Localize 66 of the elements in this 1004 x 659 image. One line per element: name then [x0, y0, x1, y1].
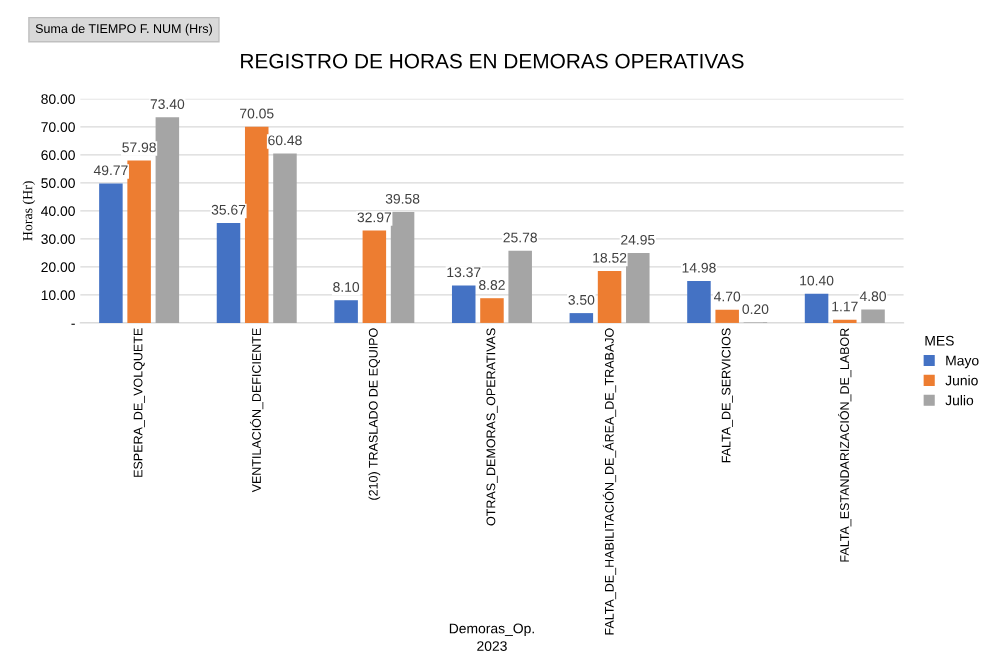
y-tick-label: 30.00 [41, 234, 75, 245]
bar [390, 212, 415, 323]
x-tick-label: FALTA_DE_HABILITACIÓN_DE_ÁREA_DE_TRABAJO [602, 328, 617, 635]
legend-label: Julio [945, 395, 974, 406]
text: Suma de TIEMPO F. NUM (Hrs) [35, 23, 212, 36]
y-tick-label: 50.00 [41, 178, 75, 189]
data-label: 25.78 [503, 232, 537, 243]
bar [451, 285, 476, 323]
data-label: 39.58 [385, 193, 420, 204]
bar [362, 230, 387, 323]
bar [804, 293, 829, 323]
chart-title: REGISTRO DE HORAS EN DEMORAS OPERATIVAS [241, 53, 744, 69]
bar [480, 298, 504, 323]
data-label: 8.82 [479, 280, 505, 290]
x-tick-label: (210) TRASLADO DE EQUIPO [368, 328, 381, 500]
bar [833, 319, 857, 323]
data-label: 0.20 [742, 304, 769, 315]
data-label: 70.05 [240, 108, 274, 119]
data-label: 73.40 [150, 99, 185, 110]
legend-title: MES [925, 335, 954, 346]
data-label: 24.95 [621, 234, 655, 245]
y-tick-label: - [71, 323, 75, 325]
legend-label: Mayo [946, 355, 979, 369]
data-label: 32.97 [357, 212, 392, 223]
data-label: 3.50 [568, 294, 595, 305]
data-label: 4.70 [713, 291, 741, 302]
data-label: 57.98 [122, 142, 156, 153]
y-tick-label: 70.00 [41, 122, 75, 133]
x-axis-title: Demoras_Op. [449, 623, 534, 637]
bar [687, 280, 711, 323]
data-label: 60.48 [268, 135, 302, 146]
bar [127, 160, 151, 323]
bar [99, 183, 123, 323]
y-tick-label: 60.00 [41, 150, 75, 161]
bar [155, 117, 180, 323]
bar [569, 313, 594, 323]
bar [861, 309, 885, 323]
x-tick-label: ESPERA_DE_VOLQUETE [133, 328, 145, 477]
x-tick-label: VENTILACIÓN_DEFICIENTE [249, 328, 264, 493]
data-label: 18.52 [593, 252, 627, 263]
data-label: 35.67 [211, 204, 246, 215]
bar [626, 253, 650, 323]
data-label: 49.77 [93, 165, 128, 176]
legend-label: Junio [945, 375, 978, 386]
data-label: 1.17 [832, 301, 858, 312]
data-label: 14.98 [682, 262, 716, 273]
bar [216, 223, 241, 323]
y-axis-title: Horas (Hr) [22, 181, 36, 241]
bar [715, 309, 739, 323]
y-tick-label: 20.00 [41, 262, 75, 273]
x-tick-label: FALTA_ESTANDARIZACIÓN_DE_LABOR [838, 328, 852, 562]
data-label: 4.80 [859, 291, 886, 302]
bar [273, 153, 297, 323]
data-label: 8.10 [333, 282, 360, 292]
bar [508, 250, 532, 323]
data-label: 13.37 [447, 267, 481, 278]
x-tick-label: FALTA_DE_SERVICIOS [721, 328, 733, 463]
bar [244, 126, 269, 323]
data-label: 10.40 [800, 275, 834, 286]
y-tick-label: 40.00 [41, 206, 75, 217]
bar [334, 300, 358, 323]
text: 2023 [477, 641, 507, 651]
x-tick-label: OTRAS_DEMORAS_OPERATIVAS [486, 328, 498, 526]
y-tick-label: 80.00 [41, 94, 75, 105]
bar [597, 271, 622, 323]
y-tick-label: 10.00 [41, 290, 75, 301]
